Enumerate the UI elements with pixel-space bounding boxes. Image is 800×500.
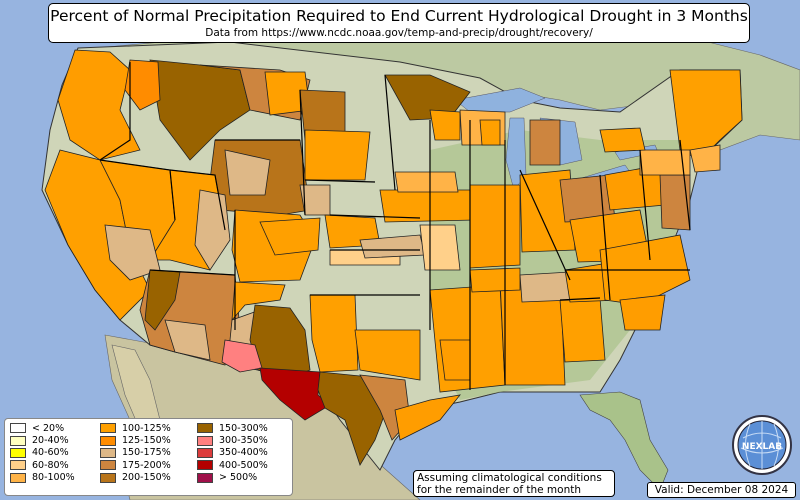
legend-swatch [10,460,26,471]
valid-date: Valid: December 08 2024 [647,482,796,498]
legend-swatch [10,435,26,446]
legend-item: < 20% [10,422,75,434]
map-subtitle: Data from https://www.ncdc.noaa.gov/temp… [205,27,593,39]
map-title: Percent of Normal Precipitation Required… [50,7,748,25]
logo-text: NEXLAB [742,442,782,452]
legend-item: 175-200% [100,459,171,471]
legend-swatch [197,447,213,458]
drought-regions [44,49,743,466]
legend-swatch [10,472,26,483]
legend-label: 80-100% [32,472,75,484]
legend-label: 20-40% [32,435,69,447]
legend-item: 100-125% [100,422,171,434]
legend-label: 200-150% [122,472,171,484]
assumption-note: Assuming climatological conditions for t… [413,470,615,497]
legend-swatch [10,447,26,458]
legend-item: 300-350% [197,434,268,446]
legend-item: > 500% [197,472,268,484]
state-borders [99,62,691,390]
legend-label: 60-80% [32,459,69,471]
legend-label: 300-350% [219,435,268,447]
legend-label: 150-175% [122,447,171,459]
legend-item: 20-40% [10,434,75,446]
legend-item: 350-400% [197,447,268,459]
legend-label: < 20% [32,422,65,434]
legend-swatch [100,423,116,434]
legend-swatch [100,472,116,483]
legend-swatch [100,460,116,471]
legend-label: 125-150% [122,435,171,447]
title-box: Percent of Normal Precipitation Required… [48,3,750,43]
legend-label: > 500% [219,472,258,484]
legend: < 20% 20-40% 40-60% 60-80% 80-100% 100-1… [4,418,293,496]
legend-swatch [197,472,213,483]
note-line-1: Assuming climatological conditions [417,472,602,484]
nexlab-logo-icon: NEXLAB [732,415,792,475]
legend-swatch [197,435,213,446]
legend-swatch [100,447,116,458]
legend-item: 400-500% [197,459,268,471]
legend-label: 175-200% [122,459,171,471]
note-line-2: for the remainder of the month [417,484,582,496]
legend-item: 80-100% [10,472,75,484]
legend-swatch [100,435,116,446]
legend-item: 125-150% [100,434,171,446]
legend-item: 60-80% [10,459,75,471]
legend-swatch [197,460,213,471]
legend-column-3: 150-300% 300-350% 350-400% 400-500% > 50… [197,422,268,484]
legend-item: 200-150% [100,472,171,484]
legend-label: 350-400% [219,447,268,459]
legend-column-1: < 20% 20-40% 40-60% 60-80% 80-100% [10,422,75,484]
legend-item: 150-300% [197,422,268,434]
legend-item: 40-60% [10,447,75,459]
legend-label: 100-125% [122,422,171,434]
legend-label: 40-60% [32,447,69,459]
legend-column-2: 100-125% 125-150% 150-175% 175-200% 200-… [100,422,171,484]
legend-item: 150-175% [100,447,171,459]
legend-swatch [10,423,26,434]
legend-label: 400-500% [219,459,268,471]
legend-swatch [197,423,213,434]
legend-label: 150-300% [219,422,268,434]
